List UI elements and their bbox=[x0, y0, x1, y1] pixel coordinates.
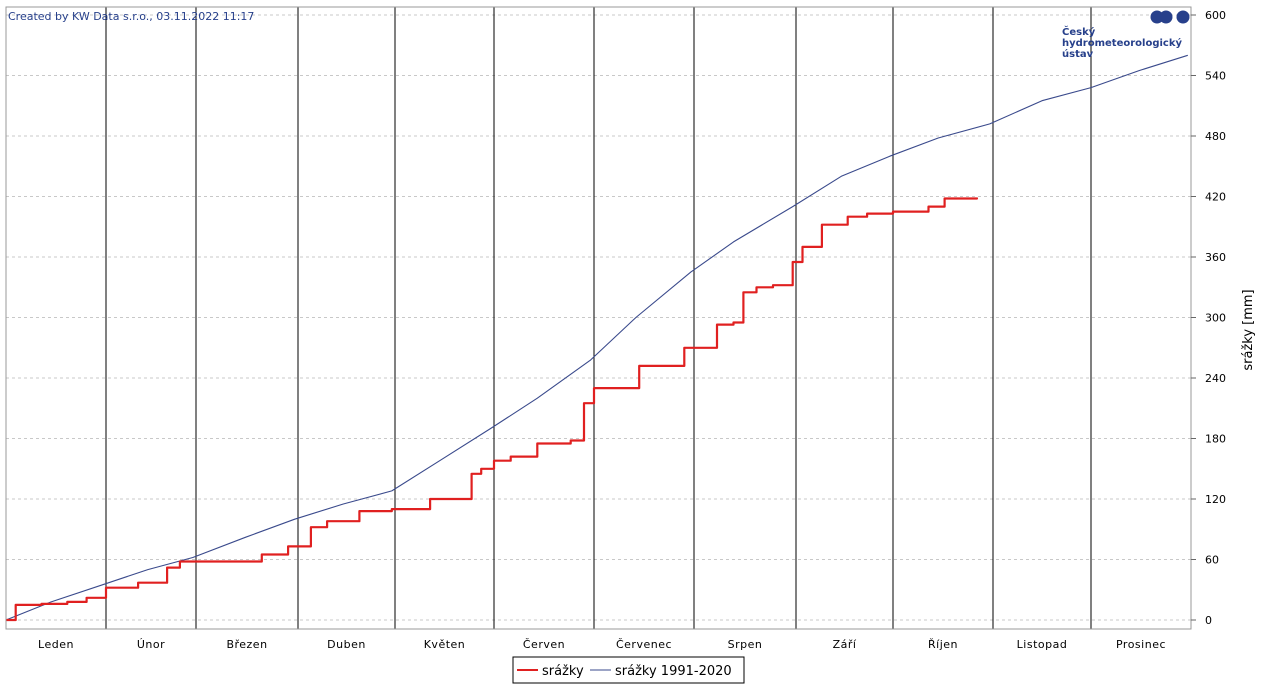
logo-circle-1 bbox=[1150, 10, 1164, 24]
logo-circle-2 bbox=[1159, 10, 1173, 24]
y-tick-label: 540 bbox=[1205, 70, 1226, 83]
y-tick-label: 60 bbox=[1205, 554, 1219, 567]
y-tick-label: 300 bbox=[1205, 312, 1226, 325]
y-tick-label: 600 bbox=[1205, 9, 1226, 22]
grid bbox=[6, 14, 1191, 621]
y-tick-label: 120 bbox=[1205, 493, 1226, 506]
y-tick-label: 420 bbox=[1205, 191, 1226, 204]
legend-box bbox=[512, 656, 745, 684]
month-label: Září bbox=[833, 638, 857, 651]
y-tick-label: 0 bbox=[1205, 614, 1212, 627]
series-line-srazky-1991-2020 bbox=[5, 54, 1188, 621]
month-label: Leden bbox=[38, 638, 74, 651]
month-label: Listopad bbox=[1017, 638, 1068, 651]
month-label: Březen bbox=[226, 638, 267, 651]
legend-label-1: srážky bbox=[542, 664, 584, 679]
legend-label-2: srážky 1991-2020 bbox=[615, 664, 732, 679]
month-label: Červenec bbox=[616, 638, 672, 651]
chmu-logo: Český hydrometeorologický ústav bbox=[1062, 10, 1190, 60]
plot-frame bbox=[5, 6, 1192, 630]
y-tick-label: 240 bbox=[1205, 372, 1226, 385]
y-tick-label: 360 bbox=[1205, 251, 1226, 264]
logo-line-1: Český bbox=[1062, 25, 1096, 38]
logo-line-2: hydrometeorologický bbox=[1062, 37, 1182, 49]
y-axis-label: srážky [mm] bbox=[1241, 289, 1256, 370]
y-tick-label: 480 bbox=[1205, 130, 1226, 143]
series-line-srazky bbox=[6, 197, 978, 622]
legend: srážky srážky 1991-2020 bbox=[512, 656, 745, 684]
month-label: Duben bbox=[327, 638, 366, 651]
month-separators bbox=[105, 7, 1092, 629]
month-label: Srpen bbox=[728, 638, 763, 651]
month-label: Květen bbox=[424, 638, 466, 651]
series-layer bbox=[5, 54, 1188, 622]
month-label: Červen bbox=[523, 638, 565, 651]
y-tick-label: 180 bbox=[1205, 433, 1226, 446]
logo-line-3: ústav bbox=[1062, 48, 1094, 60]
credit-text: Created by KW Data s.r.o., 03.11.2022 11… bbox=[8, 10, 254, 23]
month-label: Říjen bbox=[928, 638, 958, 651]
month-labels: Leden Únor Březen Duben Květen Červen Červenec… bbox=[38, 638, 1166, 651]
month-label: Únor bbox=[137, 638, 165, 651]
month-label: Prosinec bbox=[1116, 638, 1166, 651]
y-axis: 0 60 120 180 240 300 360 420 480 540 600 bbox=[1191, 9, 1226, 627]
logo-circle-3 bbox=[1176, 10, 1190, 24]
